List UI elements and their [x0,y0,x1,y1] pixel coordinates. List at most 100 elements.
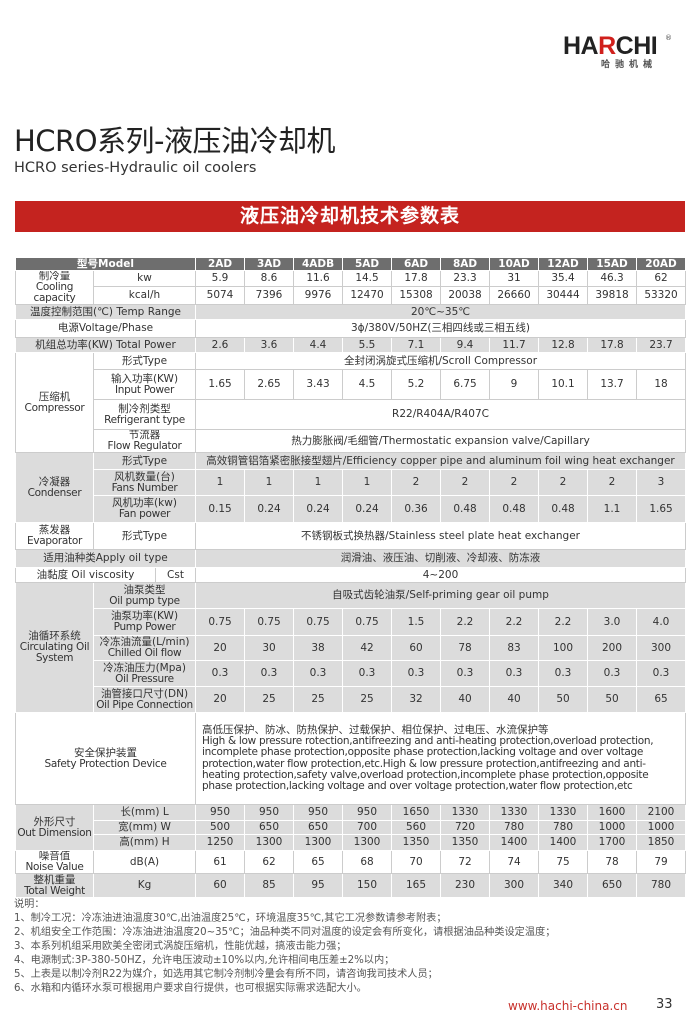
value-cell: 1000 [587,820,638,835]
table-row: 节流器 Flow Regulator 热力膨胀阀/毛细管/Thermostatic … [16,429,687,453]
value-cell: 0.3 [293,660,344,687]
notes-title: 说明： [14,899,45,910]
safety-label: 安全保护装置 Safety Protection Device [14,712,197,805]
value-cell: 60 [391,635,442,661]
note-item: 3、本系列机组采用欧美全密闭式涡旋压缩机，性能优越，搞液击能力强； [14,941,347,952]
value-cell: 78 [440,635,491,661]
value-cell: 25 [342,686,393,713]
value-cell: 9 [489,369,540,400]
value-cell: 1600 [587,804,638,821]
table-row: 冷凝器 Condenser 形式Type 高效铜管铝箔紧密胀接型翅片/Efficien… [15,452,687,523]
dimension-label: 外形尺寸 Out Dimension [15,804,94,851]
value-cell: 18 [636,369,687,400]
table-cell: dB(A) [92,850,197,874]
model-header-cell: 4ADB [293,257,344,271]
value-cell: 30444 [538,286,589,305]
value-cell: 72 [440,850,491,874]
table-cell: 节流器 Flow Regulator [92,429,197,453]
label-cn: 风机数量(台) [114,470,175,483]
value-cell: 68 [342,850,393,874]
value-cell: 61 [195,850,246,874]
label-cn: 油循环系统 [28,630,81,642]
value-cell: 5074 [195,286,246,305]
table-cell: 宽(mm) W [92,820,197,835]
table-row: 高(mm) H 1250 1300 1300 1300 1350 1350 1400 1400 1… [16,834,687,851]
model-header-cell: 5AD [342,257,393,271]
value-cell: 1 [342,469,393,496]
value-cell: 83 [489,635,540,661]
value-cell: 42 [342,635,393,661]
value-cell: 780 [636,873,687,898]
value-cell: 11.7 [489,337,540,353]
value-cell: 1650 [391,804,442,821]
label-cn: 节流器 [128,429,161,441]
value-cell: 950 [342,804,393,821]
value-cell: 1250 [195,834,246,851]
value-cell: 12470 [342,286,393,305]
viscosity-label: 油黏度 Oil viscosity [15,567,156,583]
value-cell: 40 [440,686,491,713]
value-cell: 46.3 [587,269,638,288]
label-cn: 压缩机 [38,390,71,403]
label-en: Compressor [24,401,85,414]
table-cell: 形式Type [92,452,197,470]
value-cell: 650 [587,873,638,898]
note-item: 4、电源制式:3P-380-50HZ，允许电压波动±10%以内,允许相间电压差±… [14,955,395,966]
value-cell: 0.48 [489,495,540,523]
table-cell: 形式Type [92,522,197,550]
value-cell: 650 [293,820,344,835]
value-cell: 650 [244,820,295,835]
value-cell: 23.7 [636,337,687,353]
table-row: 外形尺寸 Out Dimension 长(mm) L 950 950 950 950 1650… [15,804,687,851]
value-cell: 2 [489,469,540,496]
value-cell: 0.3 [244,660,295,687]
value-cell: 2.2 [440,608,491,636]
value-cell: 340 [538,873,589,898]
value-cell: 9976 [293,286,344,305]
harchi-logo: HARCHI ® 哈驰机械 [563,34,683,71]
temp-range-label: 温度控制范围(℃) Temp Range [14,304,197,320]
value-cell: 165 [391,873,442,898]
model-header-cell: 12AD [538,257,589,271]
table-row: 宽(mm) W 500 650 650 700 560 720 780 780 1000 1000 [16,820,687,835]
label-en: Oil Pressure [115,672,174,685]
table-cell: 20℃~35℃ [195,304,687,320]
value-cell: 720 [440,820,491,835]
table-cell: 高效铜管铝箔紧密胀接型翅片/Efficiency copper pipe and… [195,452,687,470]
value-cell: 65 [293,850,344,874]
table-cell: 4~200 [195,567,687,583]
value-cell: 0.3 [195,660,246,687]
value-cell: 23.3 [440,269,491,288]
label-en: Cooling capacity [33,281,76,304]
value-cell: 500 [195,820,246,835]
evaporator-label: 蒸发器 Evaporator [15,522,94,550]
value-cell: 0.75 [293,608,344,636]
label-en: Condenser [27,486,82,499]
table-cell: 3ϕ/380V/50HZ(三相四线或三相五线) [195,319,687,338]
website-link[interactable]: www.hachi-china.cn [508,999,628,1013]
value-cell: 13.7 [587,369,638,400]
unit-label: kw [92,269,197,288]
value-cell: 230 [440,873,491,898]
value-cell: 560 [391,820,442,835]
value-cell: 14.5 [342,269,393,288]
value-cell: 35.4 [538,269,589,288]
value-cell: 25 [293,686,344,713]
value-cell: 1 [293,469,344,496]
table-row: 电源Voltage/Phase 3ϕ/380V/50HZ(三相四线或三相五线) [14,319,687,338]
value-cell: 1.1 [587,495,638,523]
value-cell: 0.36 [391,495,442,523]
value-cell: 5.2 [391,369,442,400]
label-cn: 制冷剂类型 [118,402,171,415]
notes: 说明： 1、制冷工况：冷冻油进油温度30℃,出油温度25℃，环境温度35℃,其它… [14,898,555,996]
label-cn: 油管接口尺寸(DN) [100,687,189,700]
note-item: 2、机组安全工作范围：冷冻油进油温度20~35℃；油品种类不同对温度的设定会有所… [14,927,556,938]
value-cell: 1.5 [391,608,442,636]
model-header-cell: 15AD [587,257,638,271]
value-cell: 70 [391,850,442,874]
value-cell: 2 [391,469,442,496]
value-cell: 0.75 [195,608,246,636]
value-cell: 2.2 [489,608,540,636]
model-header-cell: 3AD [244,257,295,271]
table-cell: 风机数量(台) Fans Number [92,469,197,496]
